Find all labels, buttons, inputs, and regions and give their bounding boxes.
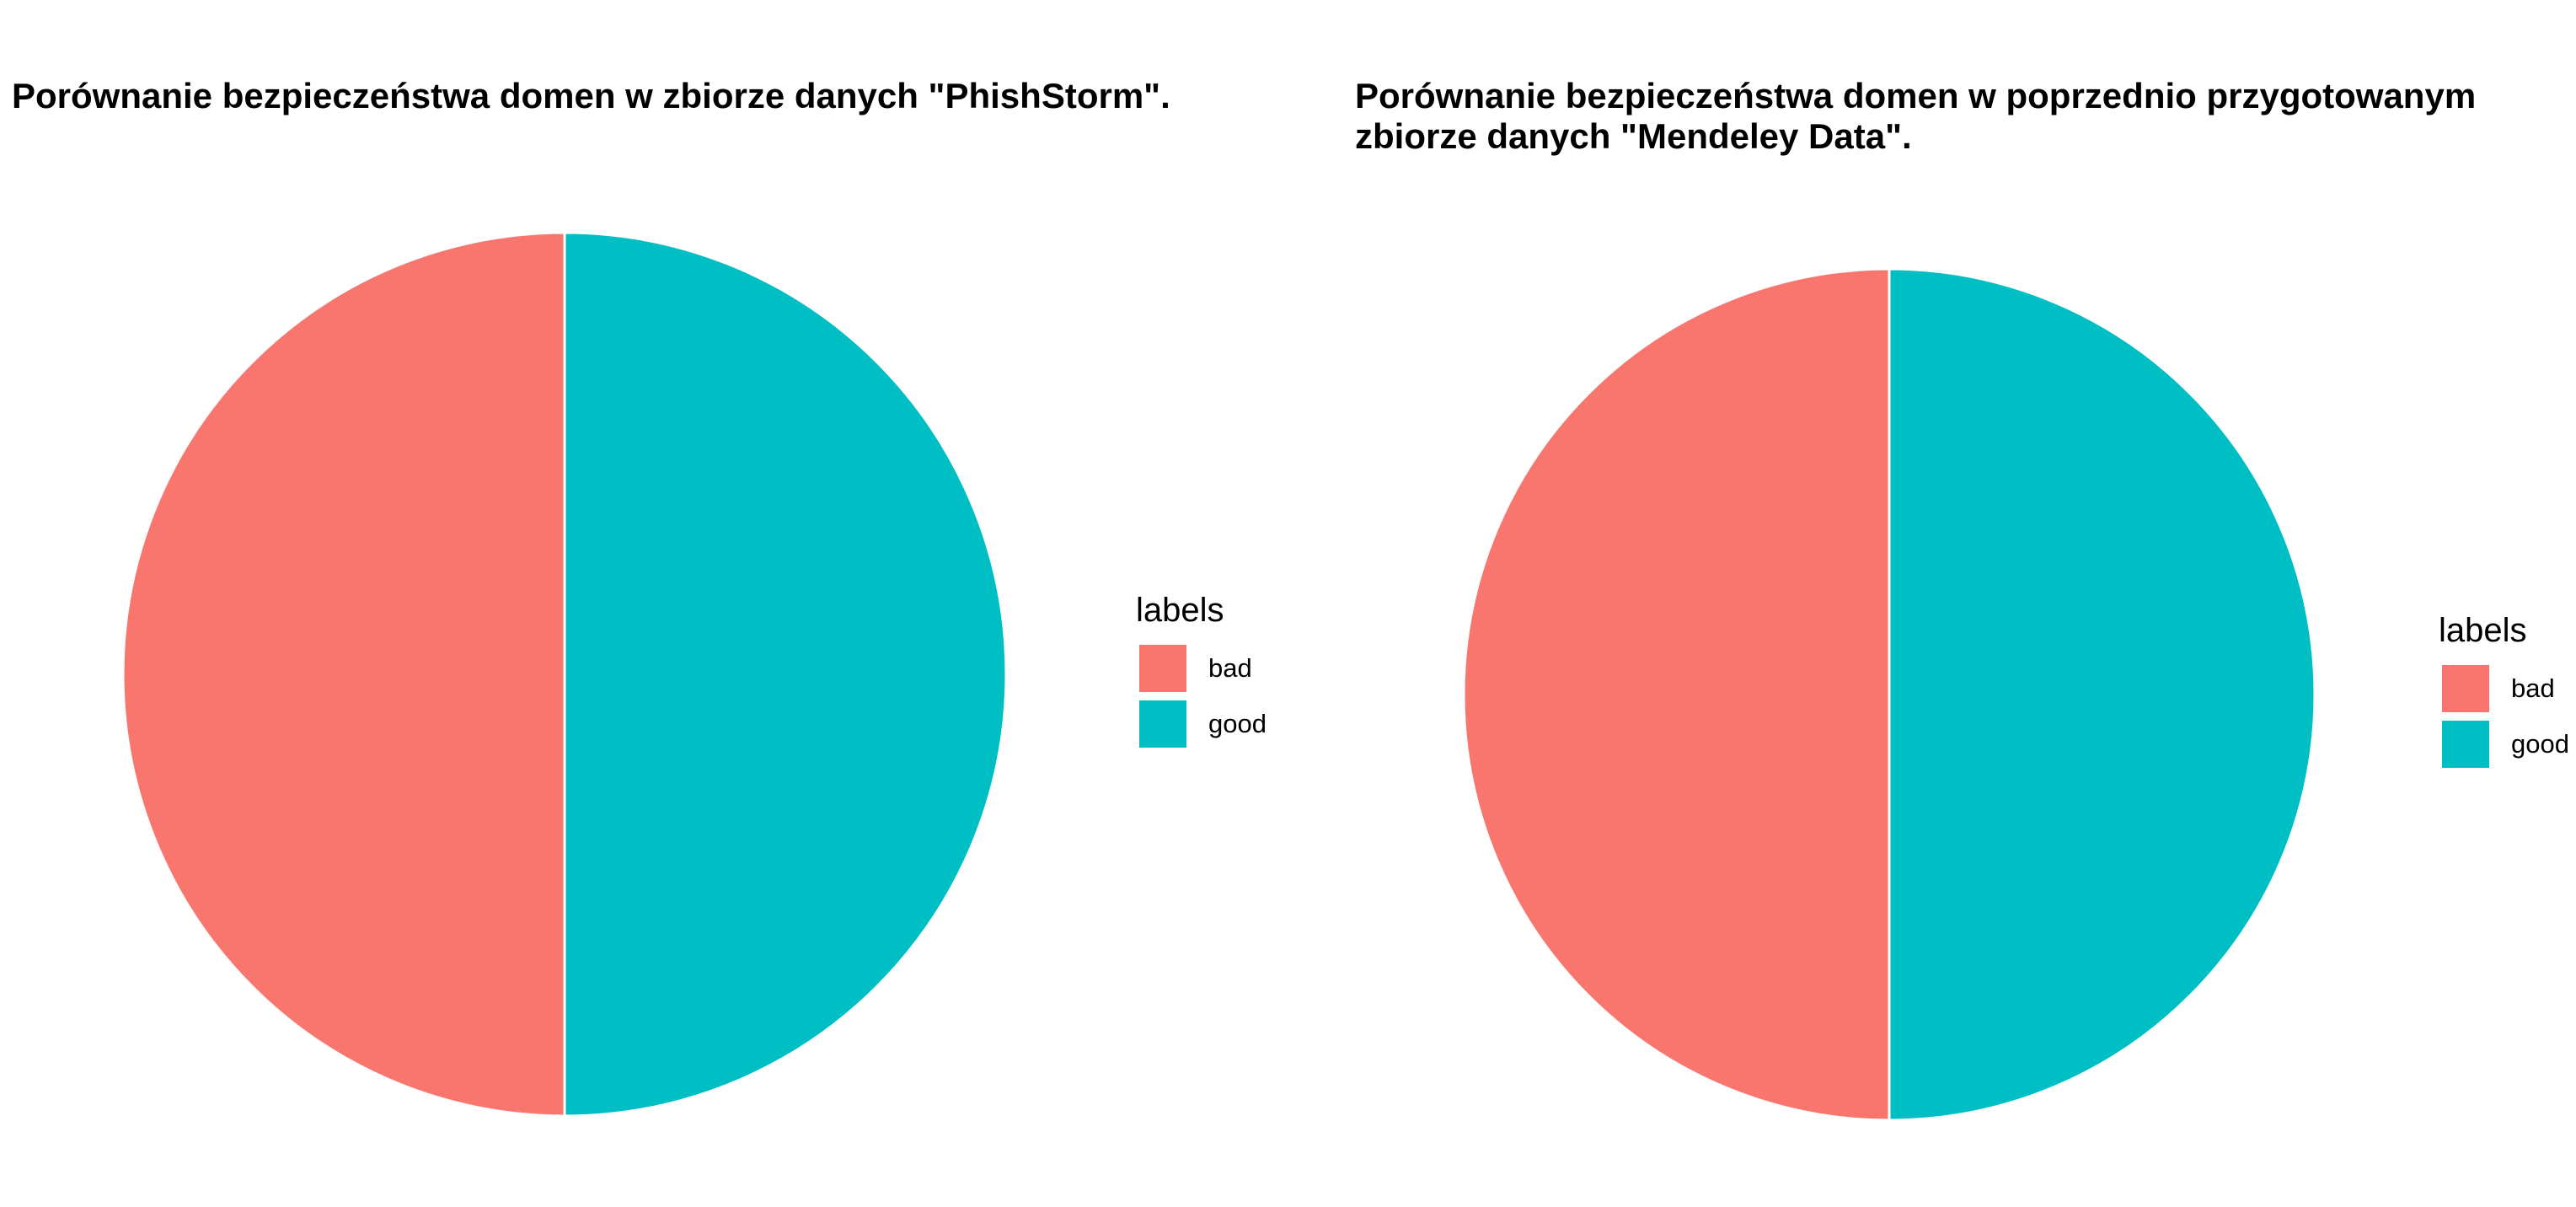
legend-label-bad: bad: [2511, 673, 2555, 703]
legend-title: labels: [2439, 612, 2527, 649]
legend: labels bad good: [2439, 610, 2569, 772]
chart-title-line: Porównanie bezpieczeństwa domen w poprze…: [1355, 76, 2477, 115]
chart-panel-mendeley: Porównanie bezpieczeństwa domen w poprze…: [1331, 0, 2576, 1207]
legend-swatch-good: [1139, 700, 1186, 748]
legend-label-good: good: [2511, 729, 2569, 759]
legend-label-bad: bad: [1208, 653, 1252, 683]
pie-chart: [121, 231, 1008, 1118]
legend-item-bad: bad: [2439, 661, 2569, 716]
pie-slice-bad: [1462, 267, 1891, 1122]
legend-label-good: good: [1208, 709, 1267, 738]
pie-slice-good: [1888, 267, 2316, 1122]
legend-item-good: good: [2439, 716, 2569, 772]
legend-swatch-bad: [2442, 665, 2489, 712]
chart-title-line: zbiorze danych "Mendeley Data".: [1355, 116, 1912, 156]
pie-slice-bad: [121, 231, 566, 1118]
legend: labels bad good: [1136, 590, 1267, 752]
pie-chart: [1462, 267, 2316, 1122]
chart-title-line: Porównanie bezpieczeństwa domen w zbiorz…: [12, 76, 1170, 115]
chart-title: Porównanie bezpieczeństwa domen w poprze…: [1355, 76, 2476, 157]
legend-swatch-good: [2442, 721, 2489, 768]
chart-panel-phishstorm: Porównanie bezpieczeństwa domen w zbiorz…: [12, 76, 1267, 1118]
legend-title: labels: [1136, 592, 1224, 629]
chart-title: Porównanie bezpieczeństwa domen w zbiorz…: [12, 76, 1170, 116]
legend-item-good: good: [1136, 696, 1267, 752]
legend-item-bad: bad: [1136, 641, 1267, 696]
legend-swatch-bad: [1139, 645, 1186, 692]
pie-slice-good: [563, 231, 1008, 1118]
